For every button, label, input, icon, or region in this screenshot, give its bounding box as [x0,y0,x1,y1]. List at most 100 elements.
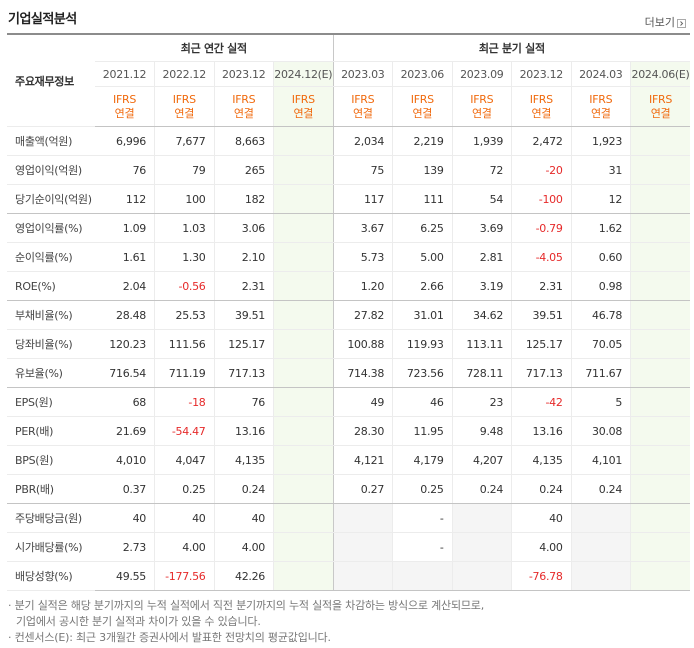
value-cell: 49.55 [95,561,155,591]
more-label[interactable]: 더보기 [644,16,675,29]
value-cell: 111.56 [154,329,214,359]
value-cell: 40 [213,503,274,533]
value-cell [273,358,334,388]
value-cell [570,561,631,591]
value-cell [451,532,512,562]
consolidation-scope: 연결 [412,106,433,120]
value-cell: 28.30 [332,416,393,446]
value-cell: 39.51 [511,300,572,330]
value-cell [273,184,334,214]
value-cell [273,155,334,185]
value-cell: 0.60 [570,242,631,272]
row-label: 배당성향(%) [7,561,95,591]
period-header: 2023.12 [511,61,572,87]
value-cell: -0.79 [511,213,572,243]
accounting-basis: IFRS [470,92,494,106]
basis-header: IFRS 연결 [95,86,155,127]
value-cell: 2.66 [392,271,453,301]
value-cell: -0.56 [154,271,214,301]
value-cell: 9.48 [451,416,512,446]
footnote: · 분기 실적은 해당 분기까지의 누적 실적에서 직전 분기까지의 누적 실적… [8,599,485,612]
value-cell [630,561,691,591]
value-cell: 2.31 [213,271,274,301]
value-cell: 28.48 [95,300,155,330]
value-cell [273,271,334,301]
row-label: 시가배당률(%) [7,532,95,562]
value-cell: 4,179 [392,445,453,475]
value-cell: 4,047 [154,445,214,475]
consolidation-scope: 연결 [114,106,135,120]
row-label: 당좌비율(%) [7,329,95,359]
value-cell [273,242,334,272]
value-cell: 711.19 [154,358,214,388]
accounting-basis: IFRS [291,92,315,106]
value-cell: 723.56 [392,358,453,388]
value-cell [570,503,631,533]
value-cell: 2.73 [95,532,155,562]
consolidation-scope: 연결 [531,106,552,120]
value-cell: 717.13 [213,358,274,388]
value-cell: 5.00 [392,242,453,272]
data-row: EPS(원) 68 -18 76 49 46 23 -42 5 [7,387,691,417]
value-cell [332,561,393,591]
value-cell [630,387,691,417]
header-row: 주요재무정보 최근 연간 실적 최근 분기 실적 [7,33,691,127]
more-link[interactable]: 더보기 [645,14,686,30]
row-label: 영업이익(억원) [7,155,95,185]
value-cell: -76.78 [511,561,572,591]
value-cell: 711.67 [570,358,631,388]
data-row: 부채비율(%) 28.48 25.53 39.51 27.82 31.01 34.62 39.… [7,300,691,330]
value-cell: 4,010 [95,445,155,475]
value-cell: 3.67 [332,213,393,243]
data-row: PER(배) 21.69 -54.47 13.16 28.30 11.95 9.48 13.1… [7,416,691,446]
value-cell: 714.38 [332,358,393,388]
value-cell: -100 [511,184,572,214]
value-cell: 79 [154,155,214,185]
value-cell: 39.51 [213,300,274,330]
value-cell: 2,219 [392,126,453,156]
value-cell: 2,472 [511,126,572,156]
value-cell: 182 [213,184,274,214]
value-cell: 27.82 [332,300,393,330]
value-cell: 5.73 [332,242,393,272]
value-cell: 1.62 [570,213,631,243]
value-cell [630,474,691,504]
row-label: 당기순이익(억원) [7,184,95,214]
value-cell: 34.62 [451,300,512,330]
accounting-basis: IFRS [113,92,136,106]
value-cell: 21.69 [95,416,155,446]
value-cell: 0.98 [570,271,631,301]
value-cell: 25.53 [154,300,214,330]
period-header: 2021.12 [95,61,155,87]
basis-header: IFRS 연결 [154,86,214,127]
value-cell: 68 [95,387,155,417]
more-arrow-icon[interactable] [677,18,686,28]
value-cell: 4.00 [213,532,274,562]
value-cell [273,329,334,359]
value-cell: 100 [154,184,214,214]
accounting-basis: IFRS [649,92,673,106]
value-cell: 31 [570,155,631,185]
value-cell [630,126,691,156]
financial-table: 주요재무정보 최근 연간 실적 최근 분기 실적 2021.12 2022.12 2023… [7,33,691,591]
value-cell [273,561,334,591]
value-cell: 111 [392,184,453,214]
consolidation-scope: 연결 [650,106,671,120]
value-cell: - [392,503,453,533]
accounting-basis: IFRS [529,92,553,106]
row-label: ROE(%) [7,271,95,301]
value-cell: 0.25 [392,474,453,504]
data-row: 당기순이익(억원) 112 100 182 117 111 54 -100 12 [7,184,691,214]
data-row: 매출액(억원) 6,996 7,677 8,663 2,034 2,219 1,939 2,4… [7,126,691,156]
period-header: 2023.06 [392,61,453,87]
row-label: BPS(원) [7,445,95,475]
value-cell [630,271,691,301]
period-header: 2024.03 [570,61,631,87]
value-cell: 4,135 [511,445,572,475]
value-cell: 2.31 [511,271,572,301]
value-cell [451,503,512,533]
value-cell: 2.04 [95,271,155,301]
value-cell: 49 [332,387,393,417]
basis-header: IFRS 연결 [570,86,631,127]
